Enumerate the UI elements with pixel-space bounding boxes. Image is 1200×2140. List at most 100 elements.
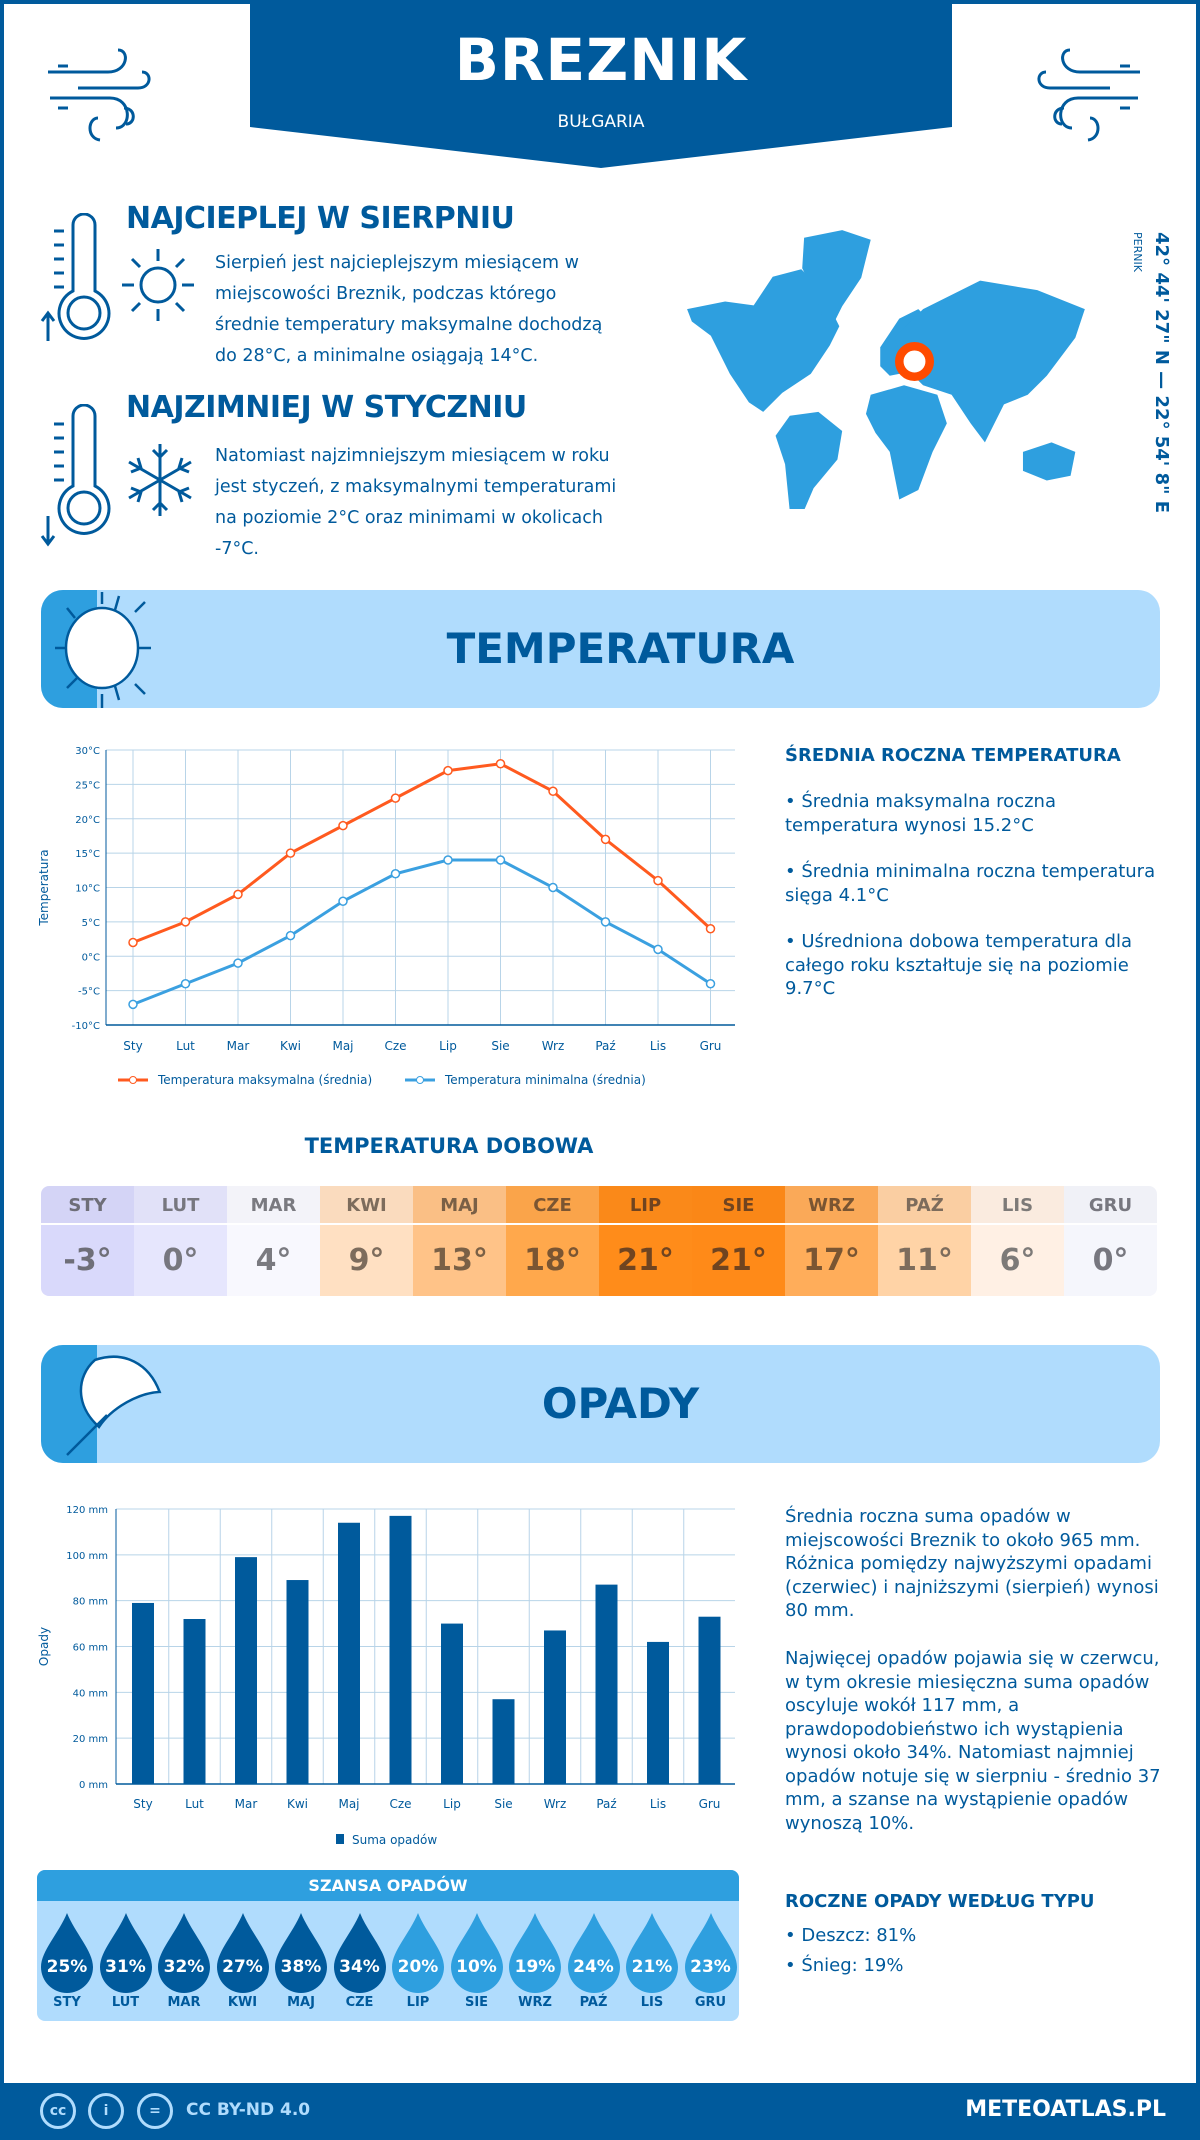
- coldest-title: NAJZIMNIEJ W STYCZNIU: [126, 390, 527, 425]
- x-tick-label: Sie: [491, 1039, 509, 1053]
- raindrop-icon: [684, 1913, 737, 1993]
- raindrop-icon: [392, 1913, 444, 1993]
- world-map: [687, 230, 1085, 509]
- attribution-icon: i: [88, 2093, 124, 2129]
- daily-temp-cell: WRZ 17°: [785, 1186, 878, 1296]
- x-tick-label: Paź: [595, 1039, 615, 1053]
- daily-temp-month: GRU: [1064, 1186, 1157, 1225]
- y-axis-label: Temperatura: [37, 849, 51, 926]
- series-line: [132, 762, 712, 944]
- coordinates: 42° 44' 27" N — 22° 54' 8" E: [1151, 232, 1172, 514]
- precipitation-chart: 0 mm 20 mm 40 mm 60 mm 80 mm 100 mm 120 mm Sty L…: [37, 1505, 735, 1847]
- precipitation-chance-drop: 19% WRZ: [509, 1913, 561, 2010]
- y-tick-label: 80 mm: [73, 1597, 108, 1608]
- legend-label: Temperatura minimalna (średnia): [444, 1073, 646, 1087]
- data-point: [128, 937, 138, 948]
- data-point: [705, 924, 716, 934]
- chance-value: 10%: [456, 1957, 497, 1977]
- bar: [183, 1619, 206, 1784]
- raindrop-icon: [99, 1913, 152, 1993]
- bar: [338, 1522, 360, 1784]
- chance-value: 27%: [222, 1957, 263, 1977]
- x-tick-label: Lut: [176, 1039, 195, 1053]
- precipitation-chance-drop: 10% SIE: [450, 1913, 503, 2010]
- daily-temp-cell: MAR 4°: [227, 1186, 320, 1296]
- y-tick-label: 100 mm: [66, 1551, 108, 1562]
- daily-temp-value: 21°: [710, 1243, 767, 1278]
- chance-month: LUT: [111, 1995, 140, 2010]
- chance-value: 34%: [339, 1957, 380, 1977]
- daily-temp-value: 18°: [524, 1243, 581, 1278]
- daily-temp-cell: GRU 0°: [1064, 1186, 1157, 1296]
- thermometer-down-icon: [40, 404, 111, 547]
- chance-month: SIE: [464, 1995, 489, 2010]
- x-tick-label: Cze: [384, 1039, 406, 1053]
- daily-temp-cell: SIE 21°: [692, 1186, 785, 1296]
- precipitation-chance-drop: 32% MAR: [158, 1913, 210, 2010]
- daily-temp-month: LUT: [134, 1186, 227, 1225]
- legend-label: Temperatura maksymalna (średnia): [157, 1073, 372, 1087]
- data-point: [548, 882, 558, 893]
- x-tick-label: Lut: [185, 1797, 204, 1811]
- precipitation-section-title: OPADY: [541, 1379, 700, 1428]
- temperature-chart: -10°C -5°C 0°C 5°C 10°C 15°C 20°C 25°C 30°C Sty Lu…: [37, 746, 735, 1087]
- precipitation-chance-drop: 23% GRU: [684, 1913, 737, 2010]
- x-tick-label: Kwi: [287, 1797, 308, 1811]
- data-point: [128, 999, 138, 1010]
- y-tick-label: 10°C: [75, 884, 100, 895]
- y-tick-label: 15°C: [75, 849, 100, 860]
- x-tick-label: Wrz: [542, 1039, 565, 1053]
- daily-temp-value: 17°: [803, 1243, 860, 1278]
- site-link[interactable]: METEOATLAS.PL: [965, 2097, 1166, 2122]
- temperature-bullet: • Uśredniona dobowa temperatura dla całe…: [785, 931, 1133, 999]
- city-title: BREZNIK: [454, 26, 748, 94]
- south-america: [775, 411, 843, 509]
- y-tick-label: 5°C: [82, 918, 100, 929]
- raindrop-icon: [626, 1913, 678, 1993]
- data-point: [600, 917, 611, 927]
- chance-month: MAJ: [287, 1995, 315, 2010]
- precipitation-chance-title: SZANSA OPADÓW: [37, 1870, 739, 1901]
- license-label[interactable]: CC BY-ND 4.0: [186, 2100, 311, 2120]
- chance-month: WRZ: [518, 1995, 552, 2010]
- data-point: [180, 979, 191, 989]
- daily-temp-cell: LIS 6°: [971, 1186, 1064, 1296]
- bar: [647, 1641, 669, 1784]
- temperature-summary-title: ŚREDNIA ROCZNA TEMPERATURA: [785, 745, 1121, 766]
- x-tick-label: Gru: [700, 1039, 722, 1053]
- daily-temp-month: STY: [41, 1186, 134, 1225]
- chance-value: 23%: [690, 1957, 731, 1977]
- daily-temp-cell: MAJ 13°: [413, 1186, 506, 1296]
- snowflake-icon: [128, 444, 192, 516]
- data-point: [600, 834, 611, 845]
- chance-month: STY: [53, 1995, 81, 2010]
- chance-value: 32%: [163, 1957, 205, 1977]
- y-tick-label: 30°C: [75, 746, 100, 757]
- legend-marker: [129, 1076, 137, 1084]
- raindrop-icon: [567, 1913, 620, 1993]
- chance-month: CZE: [345, 1995, 374, 2010]
- x-tick-label: Mar: [227, 1039, 250, 1053]
- x-tick-label: Maj: [332, 1039, 353, 1053]
- bar: [698, 1616, 721, 1784]
- thermometer-up-icon: [40, 213, 111, 341]
- x-tick-label: Sie: [494, 1797, 512, 1811]
- chance-value: 25%: [46, 1957, 88, 1977]
- daily-temp-cell: LUT 0°: [134, 1186, 227, 1296]
- precipitation-chance-drop: 31% LUT: [99, 1913, 152, 2010]
- x-tick-label: Lis: [650, 1039, 666, 1053]
- warmest-title: NAJCIEPLEJ W SIERPNIU: [126, 201, 515, 236]
- chance-month: MAR: [167, 1995, 201, 2010]
- daily-temp-month: CZE: [506, 1186, 599, 1225]
- temperature-section-title: TEMPERATURA: [446, 624, 795, 673]
- wind-icon: [48, 48, 151, 142]
- x-tick-label: Paź: [596, 1797, 616, 1811]
- daily-temp-value: 4°: [255, 1243, 292, 1278]
- daily-temp-value: 9°: [348, 1243, 385, 1278]
- bar: [235, 1557, 257, 1784]
- precipitation-chance-drop: 38% MAJ: [275, 1913, 327, 2010]
- umbrella-icon: [66, 1355, 162, 1456]
- daily-temp-value: 6°: [999, 1243, 1036, 1278]
- australia: [1022, 442, 1076, 481]
- precipitation-chance-drop: 25% STY: [41, 1913, 93, 2010]
